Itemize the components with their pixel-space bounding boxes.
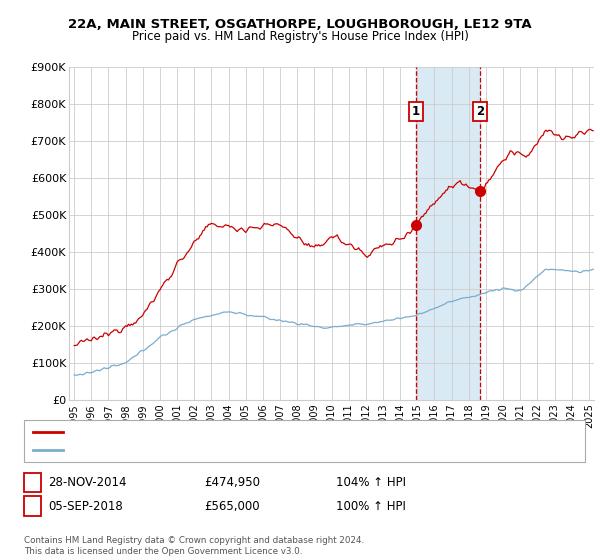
Text: Contains HM Land Registry data © Crown copyright and database right 2024.
This d: Contains HM Land Registry data © Crown c… [24, 536, 364, 556]
Text: 2: 2 [476, 105, 484, 118]
Text: 100% ↑ HPI: 100% ↑ HPI [336, 500, 406, 512]
Text: 104% ↑ HPI: 104% ↑ HPI [336, 476, 406, 489]
Text: 22A, MAIN STREET, OSGATHORPE, LOUGHBOROUGH, LE12 9TA: 22A, MAIN STREET, OSGATHORPE, LOUGHBOROU… [68, 18, 532, 31]
Bar [416, 67, 480, 400]
Text: 28-NOV-2014: 28-NOV-2014 [48, 476, 127, 489]
Text: Price paid vs. HM Land Registry's House Price Index (HPI): Price paid vs. HM Land Registry's House … [131, 30, 469, 43]
Text: £565,000: £565,000 [204, 500, 260, 512]
Text: HPI: Average price, detached house, North West Leicestershire: HPI: Average price, detached house, Nort… [69, 445, 397, 455]
Text: £474,950: £474,950 [204, 476, 260, 489]
Text: 1: 1 [28, 476, 37, 489]
Text: 1: 1 [412, 105, 420, 118]
Text: 22A, MAIN STREET, OSGATHORPE, LOUGHBOROUGH, LE12 9TA (detached house): 22A, MAIN STREET, OSGATHORPE, LOUGHBOROU… [69, 427, 491, 437]
Text: 05-SEP-2018: 05-SEP-2018 [48, 500, 123, 512]
Text: 2: 2 [28, 500, 37, 512]
